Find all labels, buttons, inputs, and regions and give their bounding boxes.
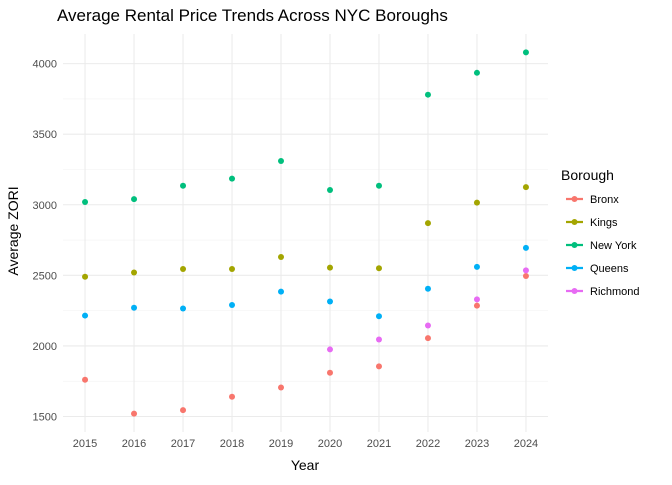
data-point-kings (278, 253, 285, 260)
data-point-queens (180, 305, 187, 312)
data-point-new-york (229, 175, 236, 182)
data-point-new-york (326, 186, 333, 193)
y-axis-title: Average ZORI (5, 186, 21, 275)
y-tick-label: 1500 (33, 411, 57, 423)
data-point-queens (131, 304, 138, 311)
legend-label-bronx: Bronx (590, 194, 619, 206)
data-point-new-york (424, 91, 431, 98)
legend-key-bronx: Bronx (566, 194, 619, 206)
data-point-kings (326, 264, 333, 271)
legend-key-new-york: New York (566, 240, 637, 252)
legend-title: Borough (561, 167, 614, 183)
data-point-bronx (180, 407, 187, 414)
data-point-kings (473, 199, 480, 206)
y-axis-ticks: 1500 2000 2500 3000 3500 4000 (33, 59, 57, 424)
x-tick-label: 2021 (367, 438, 391, 450)
legend-label-new-york: New York (590, 240, 637, 252)
x-tick-label: 2015 (73, 438, 97, 450)
data-point-richmond (375, 336, 382, 343)
legend-label-kings: Kings (590, 217, 618, 229)
data-point-kings (522, 184, 529, 191)
x-tick-label: 2017 (171, 438, 195, 450)
legend-key-kings: Kings (566, 217, 618, 229)
data-point-richmond (424, 322, 431, 329)
x-tick-label: 2022 (416, 438, 440, 450)
data-point-kings (424, 220, 431, 227)
data-point-queens (424, 285, 431, 292)
data-point-bronx (522, 273, 529, 280)
data-point-bronx (375, 363, 382, 370)
data-point-queens (82, 312, 89, 319)
y-tick-label: 2000 (33, 341, 57, 353)
x-tick-label: 2018 (220, 438, 244, 450)
data-point-richmond (522, 267, 529, 274)
x-tick-label: 2016 (122, 438, 146, 450)
x-tick-label: 2019 (269, 438, 293, 450)
legend-point-kings (571, 219, 578, 225)
data-point-bronx (131, 410, 138, 417)
grid-lines (63, 34, 548, 432)
legend-point-bronx (571, 196, 578, 202)
data-point-queens (375, 313, 382, 320)
data-point-bronx (278, 384, 285, 391)
x-axis-ticks: 2015 2016 2017 2018 2019 2020 2021 2022 2023 2024 (73, 438, 538, 450)
data-point-kings (375, 265, 382, 272)
legend-key-queens: Queens (566, 263, 629, 275)
y-tick-label: 2500 (33, 270, 57, 282)
data-point-kings (82, 273, 89, 280)
data-point-richmond (473, 296, 480, 303)
data-point-kings (180, 265, 187, 272)
legend: Borough Bronx Kings New York Queens Richmond (561, 167, 640, 298)
data-point-richmond (326, 346, 333, 353)
data-point-queens (278, 288, 285, 295)
x-tick-label: 2020 (318, 438, 342, 450)
data-point-new-york (473, 69, 480, 76)
data-point-bronx (473, 302, 480, 309)
legend-key-richmond: Richmond (566, 286, 640, 298)
data-points (82, 49, 529, 417)
data-point-new-york (278, 158, 285, 165)
y-tick-label: 4000 (33, 59, 57, 71)
data-point-new-york (82, 198, 89, 205)
y-tick-label: 3500 (33, 129, 57, 141)
legend-label-richmond: Richmond (590, 286, 640, 298)
data-point-new-york (375, 182, 382, 189)
x-tick-label: 2023 (465, 438, 489, 450)
data-point-bronx (82, 376, 89, 383)
data-point-queens (229, 301, 236, 308)
data-point-new-york (131, 196, 138, 203)
data-point-queens (522, 244, 529, 251)
data-point-queens (473, 263, 480, 270)
legend-point-richmond (571, 288, 578, 294)
legend-point-queens (571, 265, 578, 271)
data-point-new-york (180, 182, 187, 189)
legend-label-queens: Queens (590, 263, 629, 275)
x-axis-title: Year (291, 457, 320, 473)
data-point-kings (131, 269, 138, 276)
x-tick-label: 2024 (514, 438, 538, 450)
legend-point-new-york (571, 242, 578, 248)
data-point-bronx (424, 335, 431, 342)
data-point-bronx (326, 369, 333, 376)
data-point-bronx (229, 393, 236, 400)
data-point-kings (229, 265, 236, 272)
data-point-queens (326, 298, 333, 305)
y-tick-label: 3000 (33, 200, 57, 212)
chart-title: Average Rental Price Trends Across NYC B… (57, 6, 448, 25)
data-point-new-york (522, 49, 529, 56)
